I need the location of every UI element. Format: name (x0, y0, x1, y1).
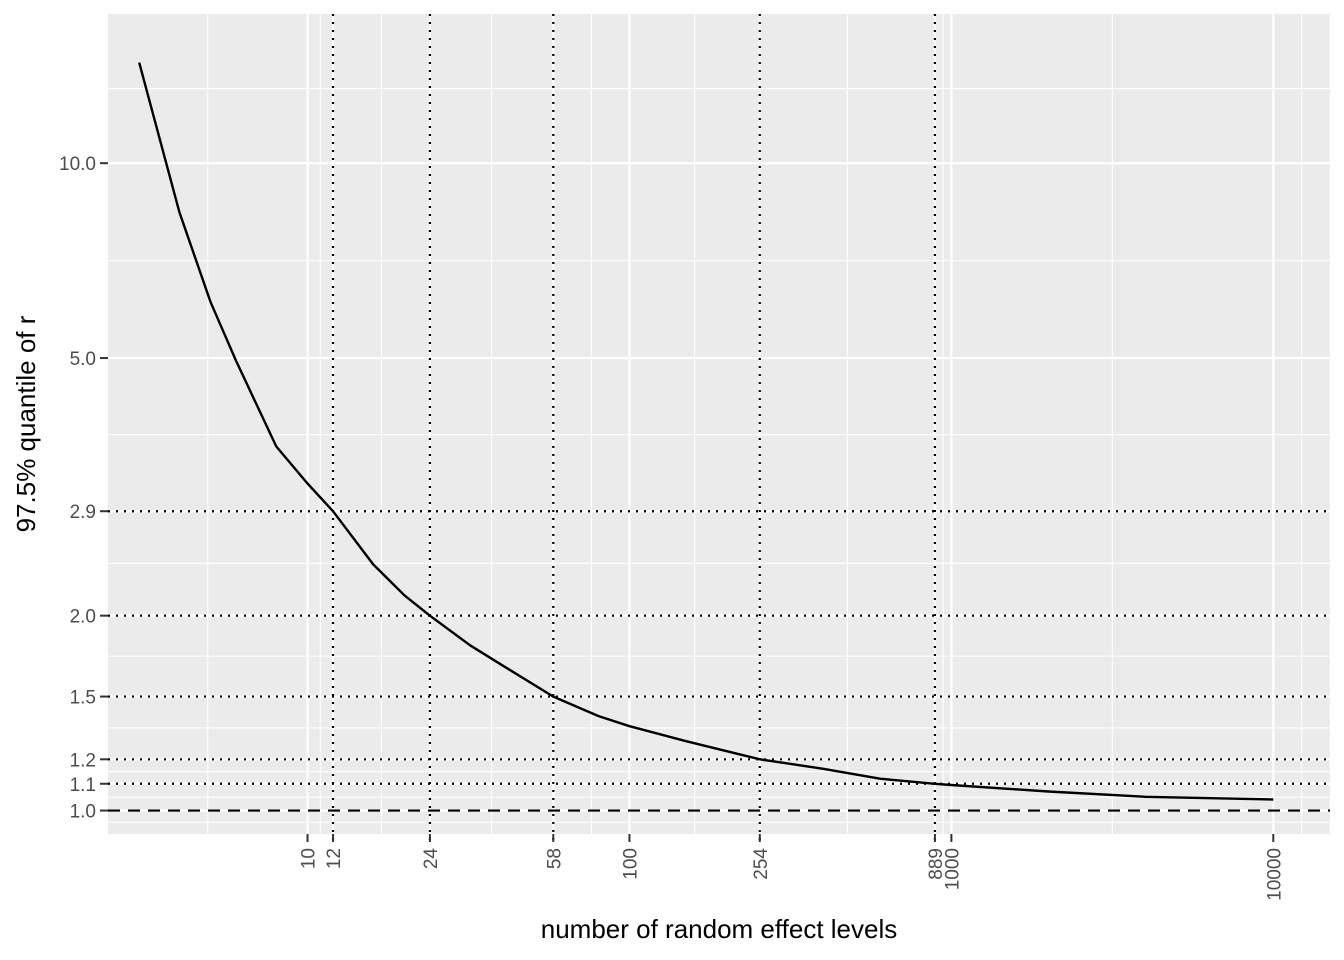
y-tick-label: 2.9 (70, 502, 96, 523)
panel-background (108, 14, 1330, 834)
x-tick-label: 1000 (942, 848, 963, 890)
x-tick-label: 10 (299, 848, 320, 869)
y-tick-label: 5.0 (70, 349, 96, 370)
x-tick-label: 889 (926, 848, 947, 880)
y-tick-label: 1.0 (70, 802, 96, 823)
y-axis-title: 97.5% quantile of r (11, 315, 41, 532)
x-tick-label: 24 (421, 848, 442, 870)
series-line (138, 62, 1274, 801)
x-tick-label: 12 (324, 848, 345, 869)
x-axis-title: number of random effect levels (541, 914, 897, 944)
y-tick-label: 1.5 (70, 688, 96, 709)
y-tick-label: 1.1 (70, 775, 96, 796)
y-axis: 1.0 1.1 1.2 1.5 2.0 2.9 5.0 10.0 (59, 154, 108, 823)
y-tick-label: 1.2 (70, 750, 96, 771)
y-tick-label: 10.0 (59, 154, 96, 175)
minor-grid (108, 14, 1330, 834)
x-tick-label: 100 (621, 848, 642, 880)
x-tick-label: 254 (751, 848, 772, 880)
y-tick-label: 2.0 (70, 607, 96, 628)
x-tick-label: 58 (544, 848, 565, 869)
reference-lines (108, 14, 1330, 843)
x-tick-label: 10000 (1264, 848, 1285, 901)
curve-layer (138, 62, 1274, 801)
